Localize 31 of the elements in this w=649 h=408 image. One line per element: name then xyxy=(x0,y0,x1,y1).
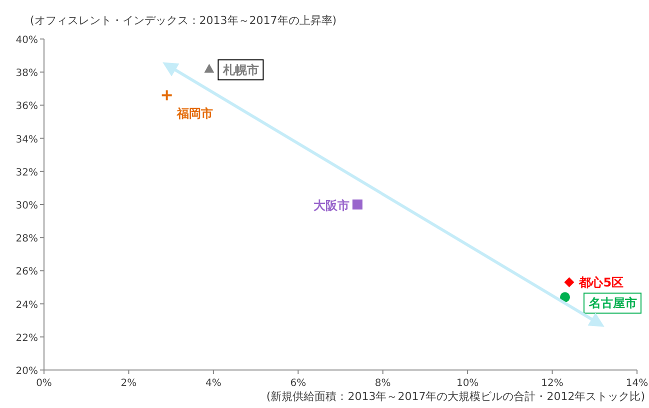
x-axis-title: (新規供給面積：2013年～2017年の大規模ビルの合計・2012年ストック比) xyxy=(266,390,645,403)
x-tick-label: 8% xyxy=(374,378,391,389)
y-tick-label: 22% xyxy=(16,332,38,344)
x-tick-label: 2% xyxy=(120,378,137,389)
point xyxy=(160,89,173,102)
y-tick-label: 30% xyxy=(16,200,38,212)
x-tick-label: 12% xyxy=(541,378,564,389)
x-tick-label: 14% xyxy=(626,378,648,389)
point xyxy=(204,64,214,73)
x-tick-label: 0% xyxy=(36,378,52,389)
series-label: 名古屋市 xyxy=(588,296,637,310)
y-tick-label: 34% xyxy=(16,134,38,146)
series-label: 大阪市 xyxy=(313,198,350,212)
x-tick-label: 6% xyxy=(290,378,306,389)
y-tick-label: 24% xyxy=(16,300,38,311)
y-tick-label: 40% xyxy=(16,35,38,46)
y-tick-label: 20% xyxy=(16,366,38,377)
x-tick-label: 10% xyxy=(456,378,479,389)
point xyxy=(560,292,570,302)
point xyxy=(564,277,574,288)
series-label: 札幌市 xyxy=(222,62,260,77)
series-label: 福岡市 xyxy=(176,106,213,120)
point xyxy=(352,200,362,210)
y-tick-label: 38% xyxy=(16,68,38,80)
y-tick-label: 28% xyxy=(16,234,38,245)
y-tick-label: 32% xyxy=(16,167,38,178)
y-tick-label: 36% xyxy=(16,101,38,112)
y-tick-label: 26% xyxy=(16,266,38,278)
series-label: 都心5区 xyxy=(578,275,624,290)
y-axis-title: (オフィスレント・インデックス：2013年～2017年の上昇率) xyxy=(30,14,337,27)
x-tick-label: 4% xyxy=(205,378,222,389)
